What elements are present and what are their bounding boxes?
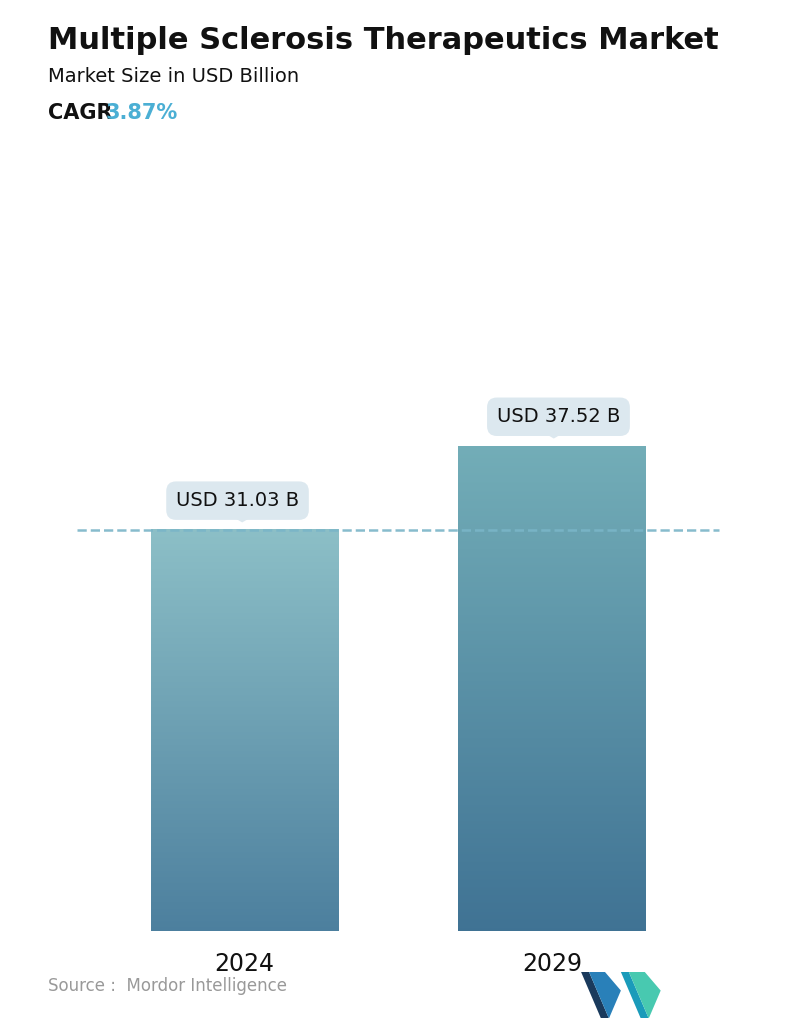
Text: Source :  Mordor Intelligence: Source : Mordor Intelligence [48, 977, 287, 995]
Polygon shape [629, 972, 661, 1018]
Text: 3.87%: 3.87% [105, 103, 178, 123]
Polygon shape [589, 972, 621, 1018]
Text: Multiple Sclerosis Therapeutics Market: Multiple Sclerosis Therapeutics Market [48, 26, 719, 55]
Polygon shape [621, 972, 649, 1018]
Text: USD 37.52 B: USD 37.52 B [497, 407, 620, 426]
Polygon shape [222, 511, 262, 522]
Polygon shape [534, 427, 574, 438]
Text: CAGR: CAGR [48, 103, 119, 123]
Text: USD 31.03 B: USD 31.03 B [176, 491, 299, 510]
Text: Market Size in USD Billion: Market Size in USD Billion [48, 67, 298, 86]
Polygon shape [581, 972, 609, 1018]
